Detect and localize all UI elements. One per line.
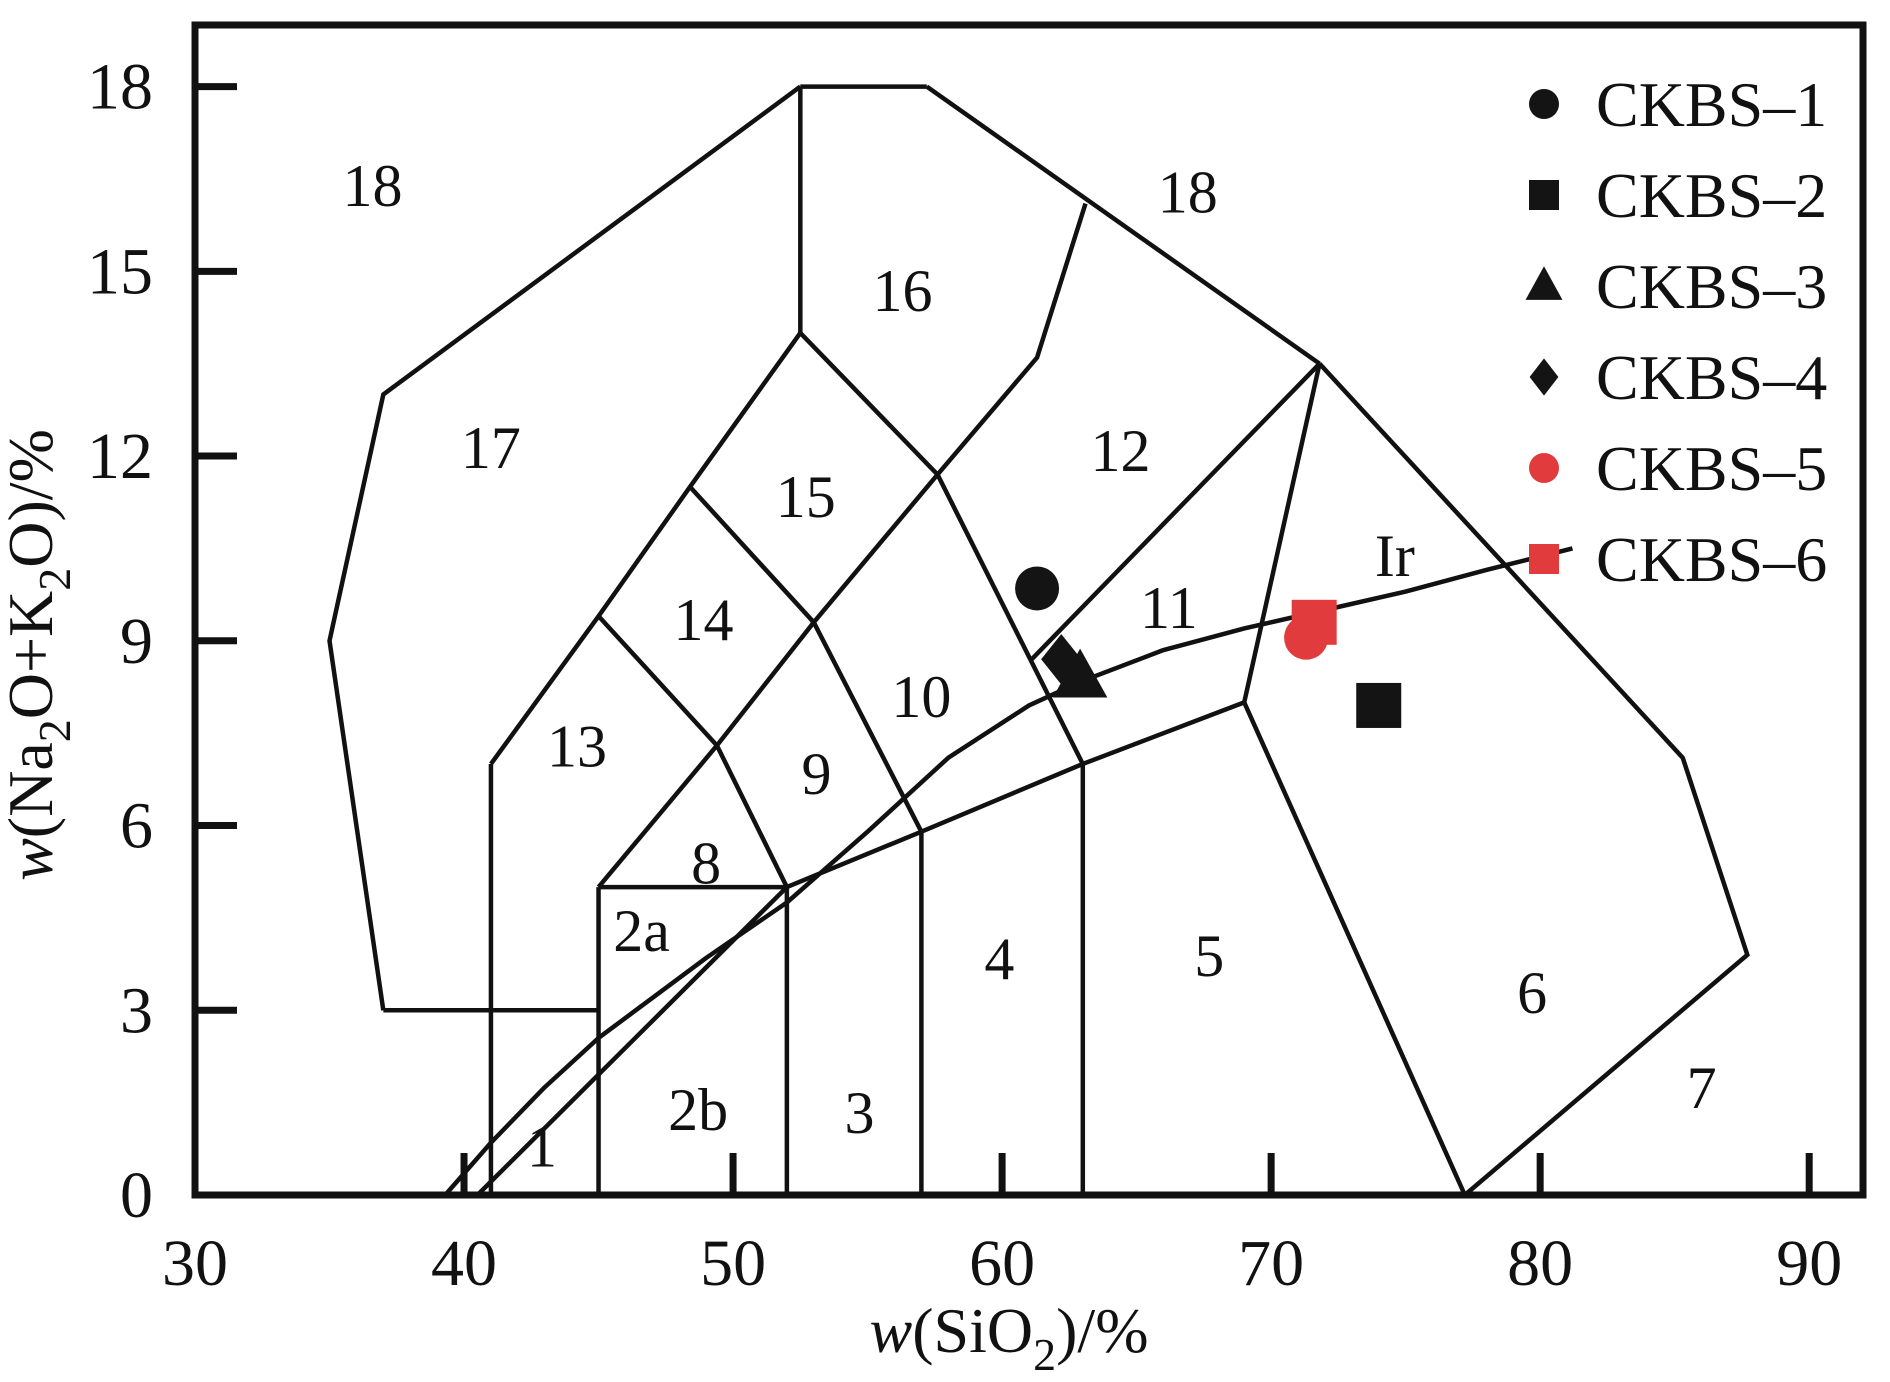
legend-marker-diamond-icon [1529,358,1559,396]
irvine-line-label: Ir [1375,523,1415,589]
legend-marker-circle-icon [1529,453,1559,483]
field-label-15: 15 [776,464,836,530]
legend-entry-CKBS–2: CKBS–2 [1529,160,1827,231]
x-tick-label: 90 [1776,1227,1842,1300]
field-label-17: 17 [461,415,521,481]
field-boundary-line [327,84,802,1011]
x-tick-label: 40 [431,1227,497,1300]
field-boundary-line [489,331,803,766]
field-label-2a: 2a [613,898,670,964]
legend-marker-triangle-icon [1525,266,1563,300]
field-label-5: 5 [1194,923,1224,989]
field-label-8: 8 [691,830,721,896]
x-tick-label: 60 [969,1227,1035,1300]
data-point-CKBS–4 [1041,634,1082,685]
field-boundary-line [1317,362,1750,1197]
x-tick-label: 30 [162,1227,228,1300]
legend-marker-circle-icon [1529,89,1559,119]
field-boundary-line [596,614,719,747]
legend-entry-CKBS–3: CKBS–3 [1525,251,1827,322]
field-label-1: 1 [527,1114,557,1180]
field-label-6: 6 [1517,960,1547,1026]
legend-entry-CKBS–1: CKBS–1 [1529,69,1827,140]
field-label-18: 18 [1158,159,1218,225]
field-label-10: 10 [891,664,951,730]
field-boundary-line [1242,701,1467,1196]
field-boundary-line [786,700,1246,890]
field-label-18: 18 [343,153,403,219]
field-boundary-line [935,202,1088,476]
data-point-CKBS–2 [1356,682,1402,728]
y-tick-label: 6 [120,790,153,863]
legend-label: CKBS–1 [1596,69,1827,140]
legend-entry-CKBS–4: CKBS–4 [1529,342,1827,413]
x-tick-label: 70 [1238,1227,1304,1300]
field-label-16: 16 [873,258,933,324]
field-label-4: 4 [984,926,1014,992]
legend-marker-square-icon [1529,544,1559,574]
field-label-12: 12 [1090,418,1150,484]
y-tick-label: 9 [120,605,153,678]
y-tick-label: 15 [87,235,153,308]
field-label-2b: 2b [668,1077,728,1143]
y-tick-label: 3 [120,974,153,1047]
field-boundary-line [798,331,940,477]
legend: CKBS–1 CKBS–2 CKBS–3 CKBS–4 CKBS–5 CKBS–6 [1525,69,1827,595]
legend-label: CKBS–5 [1596,433,1827,504]
field-label-9: 9 [801,741,831,807]
legend-label: CKBS–3 [1596,251,1827,322]
field-label-7: 7 [1687,1055,1717,1121]
data-point-CKBS–3 [1052,648,1108,698]
legend-label: CKBS–4 [1596,342,1827,413]
field-boundary-line [688,485,816,624]
plot-frame [191,21,1867,1199]
field-boundary-line [925,84,1321,366]
field-label-14: 14 [673,587,733,653]
field-boundary-line [1030,362,1322,661]
field-boundary-line [596,473,940,889]
legend-marker-square-icon [1529,180,1559,210]
legend-entry-CKBS–5: CKBS–5 [1529,433,1827,504]
field-boundary-line [935,473,1085,765]
field-label-11: 11 [1140,575,1198,641]
y-axis-title: w(Na2O+K2O)/% [0,429,80,881]
field-label-13: 13 [547,713,607,779]
legend-label: CKBS–2 [1596,160,1827,231]
y-tick-label: 18 [87,51,153,124]
x-axis-title: w(SiO2)/% [870,1295,1149,1380]
y-tick-label: 12 [87,420,153,493]
x-tick-label: 80 [1507,1227,1573,1300]
field-boundary-line [1242,363,1322,703]
field-boundary-line [714,744,789,889]
irvine-line [443,546,1573,1197]
legend-entry-CKBS–6: CKBS–6 [1529,524,1827,595]
data-point-CKBS–1 [1015,566,1060,611]
field-label-3: 3 [845,1080,875,1146]
data-point-CKBS–5 [1284,615,1329,660]
y-tick-label: 0 [120,1159,153,1232]
legend-label: CKBS–6 [1596,524,1827,595]
x-tick-label: 50 [700,1227,766,1300]
